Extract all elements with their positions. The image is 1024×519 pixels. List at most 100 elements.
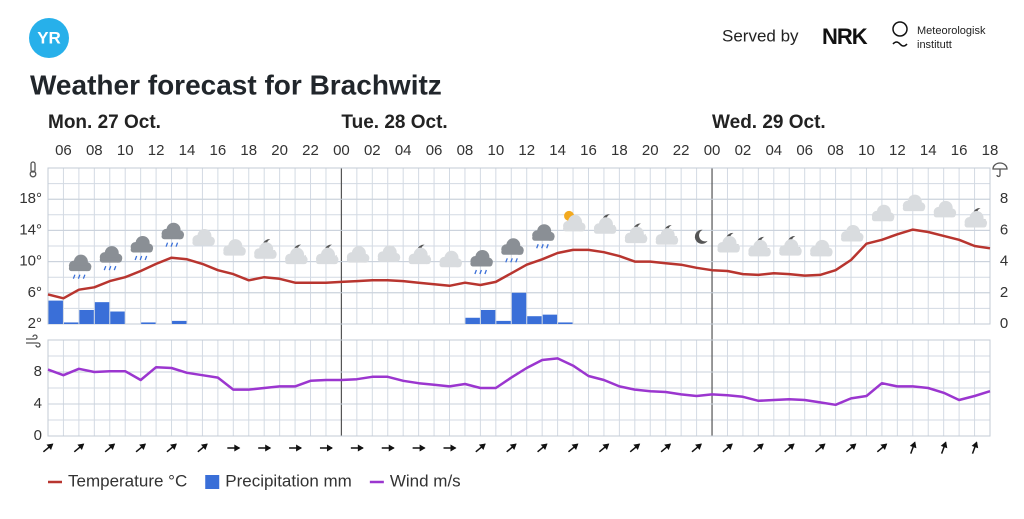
wind-arrow bbox=[319, 444, 333, 452]
cloud-part bbox=[130, 246, 153, 253]
institute-icon bbox=[892, 21, 908, 37]
x-tick-label: 22 bbox=[673, 142, 690, 159]
x-tick-label: 12 bbox=[889, 142, 906, 159]
x-tick-label: 00 bbox=[704, 142, 721, 159]
chart-title: Weather forecast for Brachwitz bbox=[30, 69, 442, 100]
cloud-part bbox=[192, 239, 215, 246]
weather-icon bbox=[377, 245, 401, 262]
wind-arrow bbox=[598, 443, 610, 453]
wind-arrow bbox=[691, 443, 702, 453]
thermometer-icon bbox=[29, 161, 37, 178]
rain-drop bbox=[541, 244, 544, 249]
x-tick-label: 04 bbox=[765, 142, 782, 159]
y2-tick-label: 6 bbox=[1000, 221, 1008, 238]
x-tick-label: 16 bbox=[580, 142, 597, 159]
cloud-part bbox=[871, 215, 894, 222]
wind-arrow-head bbox=[234, 444, 241, 452]
precipitation-bar bbox=[63, 322, 79, 324]
precipitation-bar bbox=[465, 317, 480, 324]
rain-drop bbox=[510, 258, 513, 263]
weather-icon bbox=[532, 224, 555, 249]
weather-icon bbox=[408, 244, 432, 265]
umbrella-icon bbox=[992, 162, 1008, 178]
cloud-part bbox=[810, 250, 833, 257]
wind-arrow bbox=[166, 443, 177, 453]
wind-arrow-head bbox=[787, 443, 795, 451]
wind-arrow-head bbox=[849, 443, 857, 451]
x-tick-label: 14 bbox=[549, 142, 566, 159]
wind-arrow-head bbox=[880, 443, 888, 451]
wind-arrow-head bbox=[77, 443, 85, 451]
weather-icon bbox=[346, 246, 370, 263]
wind-arrow-head bbox=[633, 443, 641, 451]
weather-icon bbox=[694, 229, 708, 244]
provider-logo: NRK bbox=[822, 24, 868, 49]
wind-arrow-head bbox=[478, 443, 486, 451]
served-by: Served by bbox=[722, 26, 799, 45]
x-tick-label: 10 bbox=[117, 142, 134, 159]
rain-drop bbox=[103, 265, 107, 271]
weather-icon bbox=[933, 200, 957, 218]
rain-drop bbox=[113, 265, 117, 271]
day-label: Wed. 29 Oct. bbox=[712, 112, 826, 133]
wind-arrow bbox=[845, 443, 857, 453]
weather-icon bbox=[624, 223, 648, 244]
weather-icon bbox=[779, 236, 802, 256]
weather-icon bbox=[439, 250, 463, 268]
wind-arrow bbox=[42, 443, 54, 453]
weather-icon bbox=[315, 244, 339, 265]
precipitation-bar bbox=[110, 311, 125, 324]
y2-tick-label: 8 bbox=[1000, 190, 1008, 207]
cloud-part bbox=[532, 235, 555, 241]
cloud-part bbox=[624, 237, 647, 244]
y-tick-label: 4 bbox=[34, 395, 42, 412]
wind-arrow bbox=[567, 443, 579, 453]
series-line bbox=[47, 228, 991, 300]
precipitation-bar bbox=[527, 316, 542, 324]
x-tick-label: 00 bbox=[333, 142, 350, 159]
y-tick-label: 14° bbox=[19, 221, 42, 238]
wind-arrow bbox=[104, 443, 116, 453]
wind-arrow bbox=[506, 443, 517, 453]
wind-arrow-head bbox=[46, 443, 54, 451]
x-tick-label: 08 bbox=[827, 142, 844, 159]
x-tick-label: 18 bbox=[982, 142, 999, 159]
precipitation-bar bbox=[496, 320, 511, 324]
cloud-part bbox=[655, 239, 678, 245]
cloud-part bbox=[285, 258, 308, 265]
cloud-part bbox=[748, 250, 771, 257]
wind-arrow-head bbox=[664, 443, 672, 451]
rain-drop bbox=[505, 258, 508, 263]
rain-drop bbox=[170, 242, 174, 247]
cloud-part bbox=[223, 250, 246, 256]
wind-arrow-head bbox=[509, 443, 517, 451]
wind-arrow-head bbox=[170, 443, 177, 451]
weather-icon bbox=[841, 225, 864, 242]
wind-arrow bbox=[135, 443, 147, 453]
cloud-part bbox=[315, 258, 338, 265]
rain-drop bbox=[77, 274, 81, 279]
wind-arrow-head bbox=[296, 444, 303, 452]
cloud-part bbox=[563, 225, 586, 232]
rain-drop bbox=[144, 255, 148, 261]
rain-drop bbox=[515, 258, 518, 263]
wind-arrow bbox=[350, 444, 364, 452]
x-tick-label: 06 bbox=[796, 142, 813, 159]
wind-arrow-head bbox=[265, 444, 272, 452]
weather-icon bbox=[130, 235, 154, 261]
weather-icon bbox=[871, 204, 895, 222]
wind-arrow bbox=[412, 444, 426, 452]
cloud-part bbox=[408, 258, 431, 265]
cloud-part bbox=[717, 246, 740, 253]
moon bbox=[694, 229, 708, 244]
precipitation-bar bbox=[558, 322, 573, 324]
wind-arrow-head bbox=[571, 443, 579, 451]
weather-icon bbox=[254, 239, 277, 259]
x-tick-label: 18 bbox=[611, 142, 628, 159]
wind-arrow bbox=[629, 443, 641, 453]
wind-arrow bbox=[722, 443, 733, 453]
y2-tick-label: 4 bbox=[1000, 253, 1008, 270]
institute-icon-wave bbox=[892, 41, 908, 47]
rain-drop bbox=[175, 242, 179, 247]
